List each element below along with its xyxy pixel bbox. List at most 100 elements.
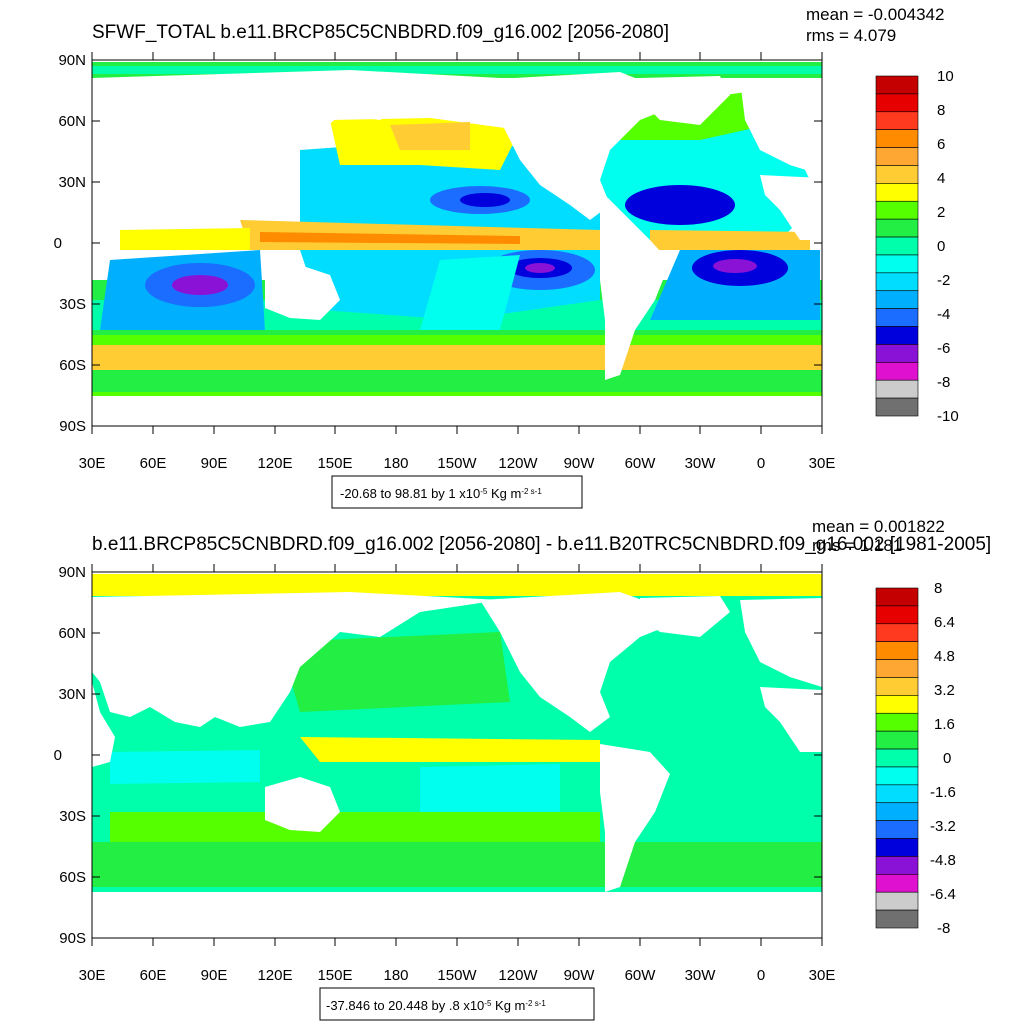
colorbar-swatch	[875, 218, 919, 238]
colorbar-swatch	[875, 236, 919, 256]
lon-label: 0	[757, 455, 765, 472]
lon-label: 60E	[140, 967, 167, 984]
lon-label: 60W	[625, 455, 657, 472]
colorbar-label: 6.4	[934, 614, 955, 631]
lon-label: 60E	[140, 455, 167, 472]
lon-label: 30W	[685, 455, 717, 472]
map-title: b.e11.BRCP85C5CNBDRD.f09_g16.002 [2056-2…	[92, 534, 991, 555]
colorbar-swatch	[875, 712, 919, 732]
colorbar-label: 10	[937, 68, 954, 85]
colorbar-swatch	[875, 695, 919, 714]
colorbar-swatch	[875, 623, 919, 642]
colorbar-swatch	[875, 659, 919, 678]
colorbar-swatch	[875, 856, 919, 875]
colorbar-swatch	[875, 379, 919, 399]
mean-stat: mean = -0.004342	[806, 5, 944, 24]
longitude-labels: 30E 60E 90E 120E 150E 180 150W 120W 90W …	[79, 455, 836, 472]
colorbar-swatch	[875, 838, 919, 857]
lon-label: 120E	[257, 967, 292, 984]
colorbar-swatch	[875, 605, 919, 625]
axis-ticks	[91, 564, 823, 946]
rms-stat: rms = 4.079	[806, 26, 896, 45]
colorbar-swatch	[875, 874, 919, 893]
lon-label: 180	[383, 455, 408, 472]
colorbar-label: 1.6	[934, 716, 955, 733]
range-box	[331, 475, 583, 509]
colorbar-swatch	[875, 641, 919, 660]
lat-label: 30S	[59, 296, 86, 313]
ocean-field	[92, 60, 822, 426]
lat-label: 0	[54, 235, 62, 252]
lat-label: 60N	[58, 625, 86, 642]
map-figure-2: b.e11.BRCP85C5CNBDRD.f09_g16.002 [2056-2…	[54, 517, 991, 1021]
colorbar-label: 0	[937, 238, 945, 255]
colorbar-label: 8	[937, 102, 945, 119]
range-unit-exponent: -2 s-1	[521, 487, 542, 496]
lon-label: 150E	[317, 455, 352, 472]
lon-label: 150W	[437, 455, 477, 472]
lon-label: 150E	[317, 967, 352, 984]
lon-label: 60W	[625, 967, 657, 984]
lat-label: 30N	[58, 174, 86, 191]
range-main: -20.68 to 98.81 by 1 x10	[340, 486, 480, 501]
colorbar	[875, 75, 919, 417]
range-unit-exponent: -2 s-1	[525, 999, 546, 1008]
lon-label: 90E	[201, 455, 228, 472]
range-text: -20.68 to 98.81 by 1 x10-5 Kg m-2 s-1	[340, 486, 542, 501]
colorbar	[875, 587, 919, 929]
lon-label: 30E	[79, 967, 106, 984]
colorbar-swatch	[875, 326, 919, 345]
colorbar-swatch	[875, 308, 919, 327]
colorbar-label: 2	[937, 204, 945, 221]
colorbar-label: -10	[937, 408, 959, 425]
lon-label: 30E	[809, 967, 836, 984]
lon-label: 90E	[201, 967, 228, 984]
colorbar-label: -4.8	[930, 852, 956, 869]
colorbar-labels: 8 6.4 4.8 3.2 1.6 0 -1.6 -3.2 -4.8 -6.4 …	[930, 580, 956, 937]
mean-stat: mean = 0.001822	[812, 517, 945, 536]
lon-label: 90W	[564, 455, 596, 472]
lon-label: 120E	[257, 455, 292, 472]
lat-label: 60N	[58, 113, 86, 130]
colorbar-swatch	[875, 183, 919, 202]
colorbar-swatch	[875, 344, 919, 363]
lon-label: 30E	[79, 455, 106, 472]
colorbar-swatch	[875, 677, 919, 696]
colorbar-label: 6	[937, 136, 945, 153]
colorbar-swatch	[875, 820, 919, 839]
lon-label: 120W	[498, 455, 538, 472]
colorbar-swatch	[875, 272, 919, 292]
colorbar-label: -2	[937, 272, 950, 289]
lon-label: 120W	[498, 967, 538, 984]
colorbar-swatch	[875, 165, 919, 184]
colorbar-swatch	[875, 891, 919, 911]
land-mask	[92, 592, 822, 938]
lon-label: 30W	[685, 967, 717, 984]
colorbar-label: 4	[937, 170, 945, 187]
colorbar-swatch	[875, 802, 919, 821]
colorbar-label: -6.4	[930, 886, 956, 903]
lat-label: 90N	[58, 564, 86, 581]
range-unit: Kg m	[491, 998, 525, 1013]
lat-label: 90S	[59, 930, 86, 947]
colorbar-swatch	[875, 397, 919, 417]
colorbar-label: 4.8	[934, 648, 955, 665]
colorbar-swatch	[875, 147, 919, 166]
colorbar-swatch	[875, 200, 919, 220]
lon-label: 30E	[809, 455, 836, 472]
colorbar-swatch	[875, 111, 919, 130]
range-box	[319, 987, 595, 1021]
colorbar-label: -3.2	[930, 818, 956, 835]
lat-label: 90S	[59, 418, 86, 435]
colorbar-swatch	[875, 129, 919, 148]
colorbar-label: -4	[937, 306, 950, 323]
longitude-labels: 30E 60E 90E 120E 150E 180 150W 120W 90W …	[79, 967, 836, 984]
axis-ticks	[91, 52, 823, 434]
colorbar-label: -1.6	[930, 784, 956, 801]
lat-label: 90N	[58, 52, 86, 69]
range-text: -37.846 to 20.448 by .8 x10-5 Kg m-2 s-1	[326, 998, 546, 1013]
latitude-labels: 90N 60N 30N 0 30S 60S 90S	[54, 52, 86, 435]
colorbar-swatch	[875, 254, 919, 274]
map-panel-2: b.e11.BRCP85C5CNBDRD.f09_g16.002 [2056-2…	[0, 512, 1024, 1024]
lon-label: 180	[383, 967, 408, 984]
